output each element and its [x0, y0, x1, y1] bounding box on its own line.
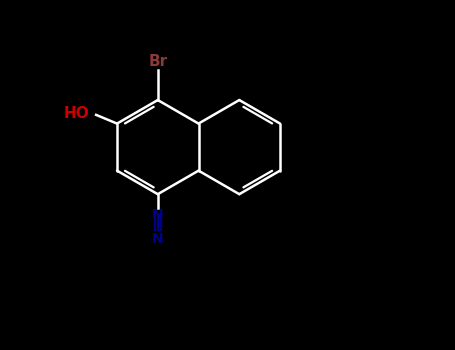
Text: N: N [152, 208, 164, 222]
Text: Br: Br [148, 54, 167, 69]
Text: N: N [152, 232, 164, 246]
Text: HO: HO [64, 106, 90, 121]
